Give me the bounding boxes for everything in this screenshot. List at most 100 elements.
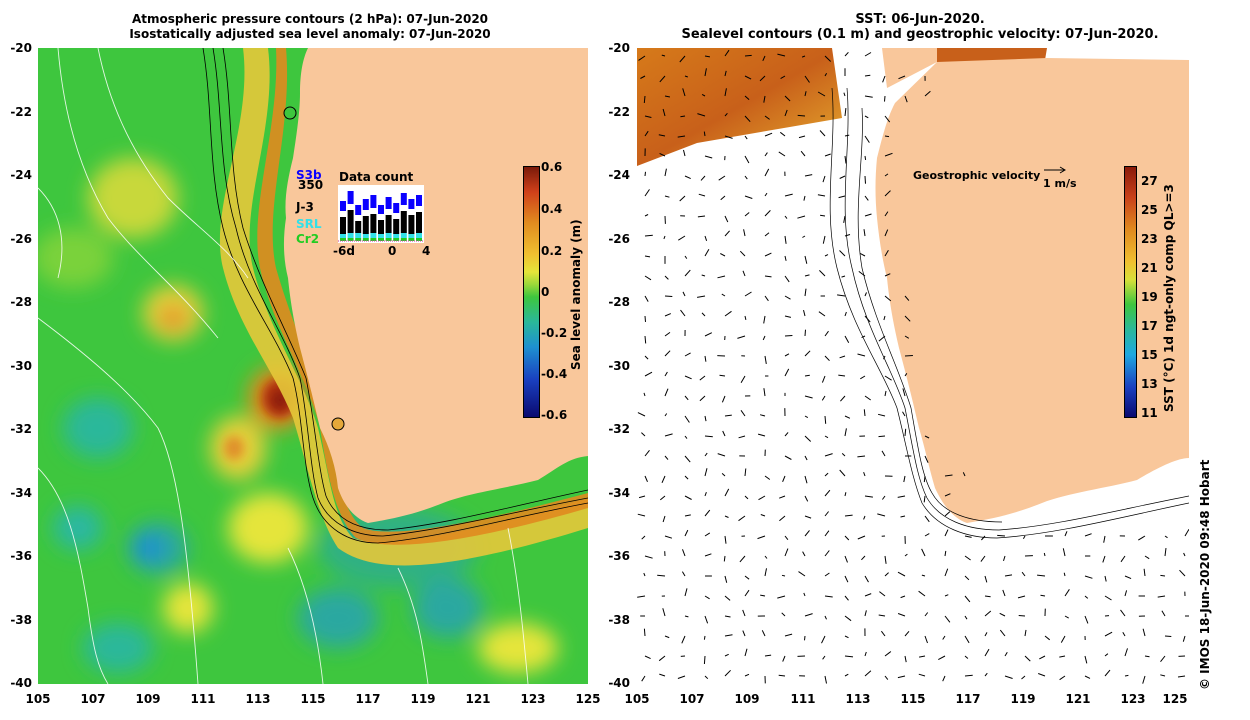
velocity-arrow	[884, 295, 892, 302]
velocity-arrow	[981, 535, 986, 541]
velocity-arrow	[944, 568, 949, 577]
velocity-arrow	[778, 674, 786, 677]
velocity-arrow	[719, 374, 726, 377]
data-count-bar-segment	[378, 205, 384, 214]
velocity-arrow	[820, 214, 826, 217]
velocity-arrow	[844, 51, 849, 57]
velocity-arrow	[680, 115, 686, 118]
velocity-arrow	[684, 75, 688, 78]
y-tick-label: -30	[608, 359, 630, 373]
velocity-arrow	[924, 455, 929, 463]
velocity-arrow	[1160, 674, 1166, 677]
velocity-arrow	[777, 53, 786, 57]
velocity-arrow	[664, 535, 673, 539]
velocity-arrow	[784, 215, 788, 219]
data-count-bar-segment	[400, 193, 407, 205]
velocity-arrow	[804, 288, 807, 297]
velocity-arrow	[1038, 673, 1046, 677]
velocity-arrow	[717, 453, 726, 457]
velocity-arrow	[884, 229, 889, 237]
velocity-arrow	[819, 130, 826, 137]
velocity-arrow	[803, 309, 806, 317]
velocity-arrow	[803, 592, 806, 597]
y-tick-label: -24	[10, 168, 32, 182]
velocity-arrow	[1064, 589, 1070, 597]
data-count-bar-segment	[362, 210, 369, 216]
velocity-arrow	[742, 630, 746, 637]
velocity-arrow	[864, 395, 871, 401]
velocity-arrow	[1059, 655, 1066, 658]
velocity-arrow	[704, 155, 713, 159]
velocity-arrow	[643, 392, 646, 397]
velocity-arrow	[798, 135, 806, 139]
x-tick-label: 125	[575, 692, 601, 706]
velocity-arrow	[644, 115, 652, 118]
velocity-arrow	[664, 433, 673, 437]
velocity-arrow	[844, 108, 847, 117]
right-title-line1: SST: 06-Jun-2020.	[855, 12, 985, 27]
velocity-arrow	[664, 95, 670, 98]
velocity-arrow	[759, 414, 766, 417]
geostrophic-velocity-unit: 1 m/s	[1043, 177, 1077, 190]
velocity-arrow	[821, 375, 826, 383]
velocity-arrow	[764, 192, 768, 197]
velocity-arrow	[881, 495, 886, 500]
velocity-arrow	[664, 313, 671, 317]
data-count-bar-segment	[408, 199, 415, 209]
velocity-arrow	[1160, 655, 1166, 663]
velocity-arrow	[760, 594, 766, 597]
velocity-arrow	[681, 635, 686, 644]
left-map-title: Atmospheric pressure contours (2 hPa): 0…	[100, 12, 520, 42]
velocity-arrow	[840, 395, 846, 402]
data-count-title: Data count	[339, 170, 414, 184]
velocity-arrow	[1138, 535, 1146, 541]
velocity-arrow	[1104, 669, 1111, 677]
velocity-arrow	[684, 455, 691, 463]
x-tick-label: 121	[465, 692, 491, 706]
velocity-arrow	[923, 475, 926, 483]
data-count-bar-segment	[408, 238, 415, 241]
velocity-arrow	[797, 114, 806, 117]
velocity-arrow	[781, 574, 786, 577]
velocity-arrow	[724, 88, 727, 97]
velocity-arrow	[897, 495, 906, 498]
velocity-arrow	[804, 475, 808, 484]
velocity-arrow	[844, 155, 847, 164]
velocity-arrow	[1164, 535, 1168, 539]
velocity-arrow	[841, 453, 846, 457]
velocity-arrow	[743, 229, 746, 237]
data-count-bar-segment	[370, 238, 377, 241]
velocity-arrow	[804, 635, 806, 641]
velocity-arrow	[1024, 655, 1031, 662]
legend-label-j3: J-3	[296, 200, 314, 214]
velocity-arrow	[864, 593, 872, 597]
velocity-arrow	[804, 374, 810, 377]
velocity-arrow	[798, 571, 806, 577]
velocity-arrow	[683, 149, 686, 157]
velocity-arrow	[844, 492, 847, 497]
velocity-arrow	[1039, 655, 1046, 660]
velocity-arrow	[824, 415, 827, 424]
velocity-arrow	[744, 673, 750, 677]
velocity-arrow	[884, 173, 889, 177]
velocity-arrow	[860, 375, 866, 380]
velocity-arrow	[804, 255, 808, 264]
velocity-arrow	[837, 294, 846, 297]
velocity-arrow	[761, 630, 766, 637]
velocity-arrow	[1182, 635, 1186, 642]
velocity-arrow	[1004, 675, 1013, 679]
velocity-arrow	[804, 515, 812, 519]
velocity-arrow	[738, 435, 746, 439]
velocity-arrow	[884, 555, 887, 564]
velocity-arrow	[763, 388, 766, 397]
velocity-arrow	[904, 553, 908, 557]
velocity-arrow	[1183, 552, 1186, 557]
velocity-arrow	[1144, 655, 1150, 658]
velocity-arrow	[1144, 555, 1150, 560]
velocity-arrow	[1120, 609, 1126, 617]
velocity-arrow	[1002, 589, 1006, 597]
velocity-arrow	[824, 153, 831, 157]
velocity-arrow	[964, 655, 969, 659]
velocity-arrow	[680, 309, 686, 317]
velocity-arrow	[784, 432, 789, 437]
